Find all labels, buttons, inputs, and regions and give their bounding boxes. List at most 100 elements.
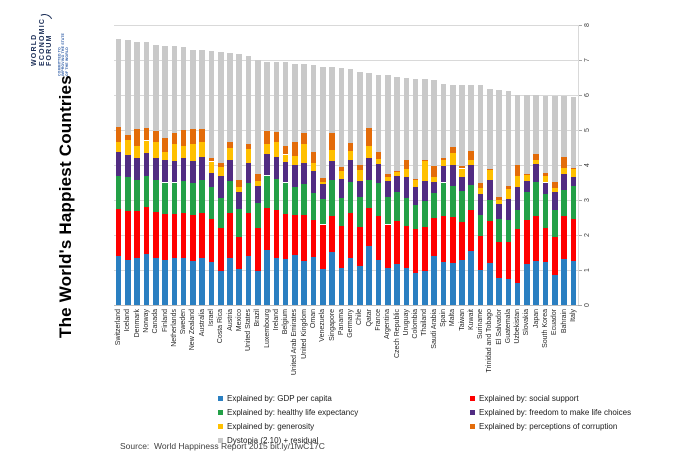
x-axis-label: Suriname	[477, 309, 485, 339]
x-axis-label: Argentina	[384, 309, 392, 339]
bar-segment-freedom	[292, 164, 298, 188]
bar-segment-generosity	[227, 148, 233, 160]
bar-segment-freedom	[320, 184, 326, 200]
bar-segment-generosity	[245, 149, 252, 164]
bar-segment-corruption	[162, 137, 168, 153]
bar-segment-health	[227, 181, 233, 213]
y-axis-label: 4	[584, 163, 591, 167]
bar-segment-generosity	[301, 144, 308, 163]
bar-segment-generosity	[125, 139, 131, 156]
bar-segment-gdp	[143, 253, 150, 305]
x-axis-label: Thailand	[421, 309, 429, 336]
gridline	[114, 130, 578, 131]
legend-item-freedom: Explained by: freedom to make life choic…	[470, 405, 631, 419]
x-axis-label: Denmark	[133, 309, 141, 338]
bar-segment-freedom	[273, 156, 280, 179]
bar-segment-corruption	[255, 174, 261, 181]
bar-segment-dystopia	[310, 65, 317, 152]
bar-segment-corruption	[152, 130, 159, 143]
bar-segment-freedom	[366, 157, 372, 181]
bar-segment-generosity	[505, 189, 512, 199]
bar-segment-corruption	[134, 128, 140, 146]
bar-segment-health	[329, 180, 335, 217]
bar-segment-health	[199, 180, 205, 213]
bar-segment-gdp	[552, 274, 558, 305]
bar-segment-corruption	[459, 165, 465, 169]
legend-label: Explained by: perceptions of corruption	[479, 421, 618, 431]
bar-segment-corruption	[375, 152, 382, 160]
bar-segment-generosity	[366, 146, 372, 158]
bar-segment-social	[264, 207, 270, 251]
bar-segment-gdp	[162, 259, 168, 305]
bar-segment-generosity	[375, 159, 382, 164]
bar-segment-gdp	[264, 250, 270, 305]
bar-segment-freedom	[125, 155, 131, 178]
gridline	[114, 200, 578, 201]
legend-label: Explained by: freedom to make life choic…	[479, 407, 632, 417]
bar-segment-health	[357, 196, 363, 227]
bar-segment-gdp	[366, 245, 372, 305]
bar-segment-gdp	[524, 264, 530, 305]
bar-segment-dystopia	[134, 41, 140, 129]
y-axis-label: 6	[584, 93, 591, 97]
bar-segment-gdp	[431, 256, 437, 305]
bar-segment-social	[542, 228, 549, 262]
bar-segment-generosity	[292, 155, 298, 165]
bar-segment-corruption	[403, 160, 410, 169]
bar-segment-social	[533, 216, 540, 261]
bar-segment-freedom	[338, 179, 345, 198]
bar-segment-social	[357, 226, 363, 267]
bar-segment-gdp	[347, 258, 354, 305]
x-axis-label: Germany	[347, 309, 355, 338]
bar-segment-gdp	[292, 254, 298, 305]
bar-segment-gdp	[542, 261, 549, 305]
bar-segment-social	[301, 215, 308, 261]
bar-segment-corruption	[320, 178, 326, 183]
bar-segment-dystopia	[329, 67, 335, 134]
legend-label: Explained by: healthy life expectancy	[227, 407, 359, 417]
bar-segment-dystopia	[552, 95, 558, 182]
bar-segment-freedom	[347, 160, 354, 182]
bar-segment-freedom	[394, 175, 400, 192]
bar-segment-gdp	[468, 250, 475, 305]
bar-segment-dystopia	[394, 77, 400, 171]
bar-segment-generosity	[394, 172, 400, 176]
bar-segment-health	[162, 182, 168, 214]
x-axis-label: Costa Rica	[217, 309, 225, 344]
bar-segment-gdp	[310, 257, 317, 305]
bar-segment-dystopia	[542, 95, 549, 174]
bar-segment-generosity	[273, 141, 280, 157]
bar-segment-social	[190, 215, 196, 262]
bar-segment-health	[217, 197, 224, 228]
bar-segment-dystopia	[255, 60, 261, 175]
legend-label: Explained by: social support	[479, 393, 579, 403]
y-axis-label: 8	[584, 23, 591, 27]
bar-segment-gdp	[152, 258, 159, 305]
bar-segment-gdp	[134, 258, 140, 305]
bar-segment-corruption	[384, 174, 391, 178]
gridline	[114, 165, 578, 166]
bar-segment-social	[273, 210, 280, 259]
bar-segment-freedom	[449, 165, 456, 186]
bar-segment-corruption	[366, 127, 372, 147]
bar-segment-social	[496, 242, 502, 279]
legend-item-dystopia: Dystopia (2.10) + residual	[218, 433, 358, 447]
bar-segment-gdp	[440, 261, 447, 305]
bar-segment-dystopia	[190, 49, 196, 129]
bar-segment-generosity	[347, 150, 354, 161]
legend-swatch-freedom	[470, 409, 475, 415]
bar-segment-social	[125, 210, 131, 260]
x-axis-label: Czech Republic	[393, 309, 401, 359]
bar-segment-dystopia	[180, 47, 187, 131]
bar-segment-freedom	[190, 160, 196, 184]
bar-segment-corruption	[125, 134, 131, 140]
bar-segment-gdp	[449, 262, 456, 305]
bar-segment-gdp	[301, 260, 308, 305]
bar-segment-corruption	[217, 163, 224, 168]
gridline	[114, 235, 578, 236]
legend-label: Dystopia (2.10) + residual	[227, 435, 319, 445]
x-axis-label: Kuwait	[467, 309, 475, 331]
bar-segment-corruption	[208, 158, 215, 162]
y-axis-tick	[578, 200, 582, 201]
bar-segment-health	[552, 209, 558, 237]
